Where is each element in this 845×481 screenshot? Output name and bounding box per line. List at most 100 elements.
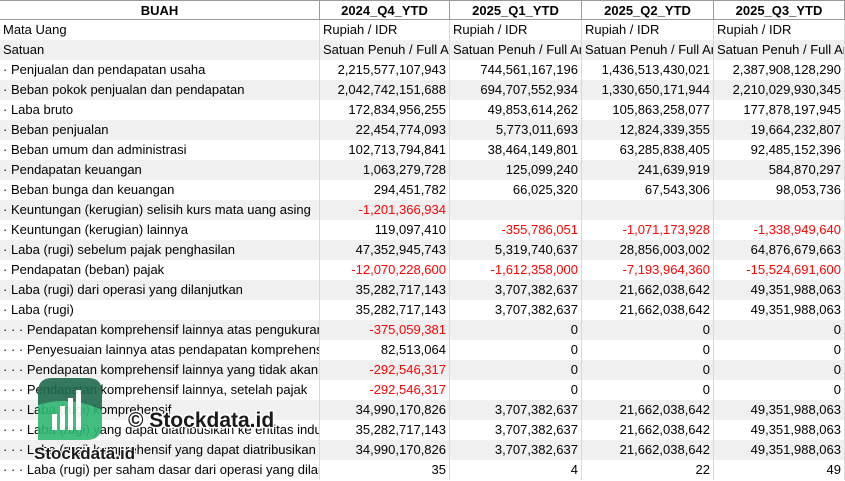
cell-value: 3,707,382,637 [450,400,582,420]
cell-value: 49,853,614,262 [450,100,582,120]
row-label: · Beban pokok penjualan dan pendapatan [0,80,320,100]
row-label: · Beban bunga dan keuangan [0,180,320,200]
cell-value: 34,990,170,826 [320,400,450,420]
cell-value: 64,876,679,663 [714,240,845,260]
column-header: 2025_Q1_YTD [450,0,582,20]
cell-value: Rupiah / IDR [582,20,714,40]
row-label: · · · Pendapatan komprehensif lainnya ya… [0,360,320,380]
cell-value: 67,543,306 [582,180,714,200]
cell-value: 0 [714,380,845,400]
cell-value: 21,662,038,642 [582,440,714,460]
cell-value: 21,662,038,642 [582,400,714,420]
cell-value: 35,282,717,143 [320,420,450,440]
cell-value: 49,351,988,063 [714,400,845,420]
cell-value: Rupiah / IDR [450,20,582,40]
cell-value: 0 [450,360,582,380]
cell-value: 177,878,197,945 [714,100,845,120]
cell-value: Satuan Penuh / Full Amount [450,40,582,60]
cell-value: -1,612,358,000 [450,260,582,280]
cell-value: 49,351,988,063 [714,300,845,320]
cell-value: 38,464,149,801 [450,140,582,160]
cell-value: -1,201,366,934 [320,200,450,220]
cell-value: 584,870,297 [714,160,845,180]
row-label: · Keuntungan (kerugian) selisih kurs mat… [0,200,320,220]
cell-value: 0 [450,340,582,360]
cell-value: 49,351,988,063 [714,440,845,460]
cell-value: 34,990,170,826 [320,440,450,460]
cell-value: 66,025,320 [450,180,582,200]
row-label: · Keuntungan (kerugian) lainnya [0,220,320,240]
cell-value: 49,351,988,063 [714,420,845,440]
row-label: · · · Laba (rugi) yang dapat diatribusik… [0,420,320,440]
cell-value: 125,099,240 [450,160,582,180]
cell-value: 0 [714,320,845,340]
row-label: · Laba (rugi) [0,300,320,320]
cell-value: 21,662,038,642 [582,300,714,320]
cell-value: -375,059,381 [320,320,450,340]
cell-value: Rupiah / IDR [714,20,845,40]
cell-value: 5,319,740,637 [450,240,582,260]
cell-value: 1,063,279,728 [320,160,450,180]
cell-value: 2,042,742,151,688 [320,80,450,100]
row-label: · Pendapatan keuangan [0,160,320,180]
row-label: · Laba bruto [0,100,320,120]
cell-value: 49,351,988,063 [714,280,845,300]
column-header: 2025_Q2_YTD [582,0,714,20]
cell-value: 0 [450,380,582,400]
cell-value: 2,215,577,107,943 [320,60,450,80]
cell-value: 3,707,382,637 [450,420,582,440]
row-label: · · · Penyesuaian lainnya atas pendapata… [0,340,320,360]
cell-value: 21,662,038,642 [582,280,714,300]
cell-value: 82,513,064 [320,340,450,360]
row-label: · Pendapatan (beban) pajak [0,260,320,280]
row-label: · Penjualan dan pendapatan usaha [0,60,320,80]
cell-value: 19,664,232,807 [714,120,845,140]
row-label: · Beban penjualan [0,120,320,140]
cell-value: 294,451,782 [320,180,450,200]
cell-value: 1,436,513,430,021 [582,60,714,80]
cell-value: 694,707,552,934 [450,80,582,100]
cell-value: 63,285,838,405 [582,140,714,160]
cell-value: -292,546,317 [320,380,450,400]
cell-value: 3,707,382,637 [450,440,582,460]
cell-value: 241,639,919 [582,160,714,180]
cell-value: 105,863,258,077 [582,100,714,120]
cell-value: 0 [582,380,714,400]
cell-value: 49 [714,460,845,480]
cell-value: 92,485,152,396 [714,140,845,160]
cell-value: 0 [582,340,714,360]
cell-value: 2,387,908,128,290 [714,60,845,80]
column-header: 2025_Q3_YTD [714,0,845,20]
cell-value: -355,786,051 [450,220,582,240]
cell-value: 0 [450,320,582,340]
cell-value: 3,707,382,637 [450,300,582,320]
column-header: 2024_Q4_YTD [320,0,450,20]
cell-value: 28,856,003,002 [582,240,714,260]
cell-value: Satuan Penuh / Full Amount [582,40,714,60]
cell-value: -15,524,691,600 [714,260,845,280]
cell-value: 47,352,945,743 [320,240,450,260]
cell-value: -1,071,173,928 [582,220,714,240]
cell-value: 35,282,717,143 [320,300,450,320]
cell-value: 172,834,956,255 [320,100,450,120]
cell-value: 35,282,717,143 [320,280,450,300]
cell-value: 0 [582,360,714,380]
cell-value: 5,773,011,693 [450,120,582,140]
row-label: · · · Laba (rugi) per saham dasar dari o… [0,460,320,480]
row-label: · Laba (rugi) sebelum pajak penghasilan [0,240,320,260]
cell-value: 0 [714,340,845,360]
cell-value: 4 [450,460,582,480]
cell-value: 12,824,339,355 [582,120,714,140]
cell-value: 1,330,650,171,944 [582,80,714,100]
row-label: Satuan [0,40,320,60]
cell-value: 102,713,794,841 [320,140,450,160]
cell-value: 744,561,167,196 [450,60,582,80]
cell-value: 98,053,736 [714,180,845,200]
cell-value: -292,546,317 [320,360,450,380]
row-label: · · · Pendapatan komprehensif lainnya at… [0,320,320,340]
row-label: · · · Laba (rugi) komprehensif yang dapa… [0,440,320,460]
row-label: Mata Uang [0,20,320,40]
row-label: · Laba (rugi) dari operasi yang dilanjut… [0,280,320,300]
cell-value: Rupiah / IDR [320,20,450,40]
